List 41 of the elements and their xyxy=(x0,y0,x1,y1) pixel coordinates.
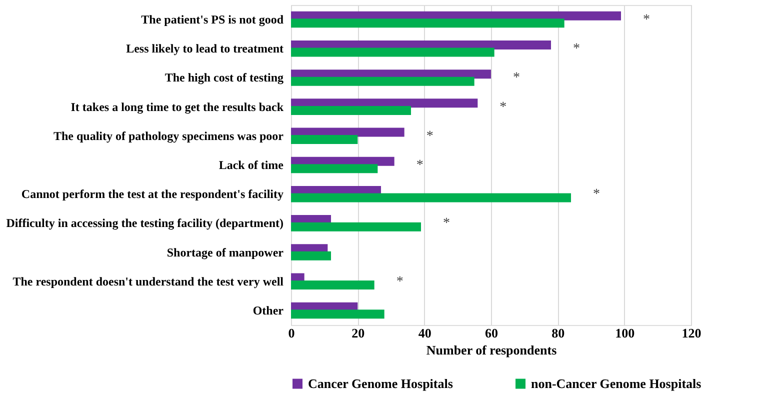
x-tick-label: 0 xyxy=(288,326,295,340)
y-tick-label: The quality of pathology specimens was poor xyxy=(53,128,284,143)
y-tick-label: The high cost of testing xyxy=(164,70,284,85)
annotation: * xyxy=(416,158,424,173)
x-tick-label: 80 xyxy=(552,326,565,340)
bar xyxy=(291,251,331,260)
y-tick-label: It takes a long time to get the results back xyxy=(70,100,284,114)
y-tick-label: Lack of time xyxy=(218,158,284,172)
bar xyxy=(291,222,421,232)
x-tick-label: 20 xyxy=(352,326,365,340)
bar xyxy=(291,18,564,28)
legend-label: Cancer Genome Hospitals xyxy=(308,376,453,391)
bar xyxy=(291,135,358,144)
annotation: * xyxy=(513,70,520,86)
annotation: * xyxy=(443,216,450,232)
y-tick-label: Difficulty in accessing the testing facility (department) xyxy=(6,216,284,230)
bar xyxy=(291,76,474,86)
x-tick-label: 60 xyxy=(485,326,498,340)
x-tick-label: 100 xyxy=(615,326,635,340)
bar xyxy=(291,193,571,202)
y-tick-label: Shortage of manpower xyxy=(166,245,284,260)
annotation: * xyxy=(500,100,507,115)
x-axis-title: Number of respondents xyxy=(426,342,557,358)
y-tick-label: Cannot perform the test at the respondent's facility xyxy=(21,187,284,202)
annotation: * xyxy=(573,42,580,57)
y-tick-label: The respondent doesn't understand the test very well xyxy=(12,274,284,288)
bar xyxy=(291,310,384,319)
annotation: * xyxy=(643,12,650,28)
y-tick-label: Other xyxy=(252,303,284,318)
y-tick-label: Less likely to lead to treatment xyxy=(126,42,284,56)
bar xyxy=(291,48,494,57)
bar xyxy=(291,164,378,174)
annotation: * xyxy=(426,128,434,144)
annotation: * xyxy=(593,187,600,202)
annotation: * xyxy=(396,274,404,290)
x-tick-label: 120 xyxy=(682,326,702,340)
bar xyxy=(291,280,374,290)
bar xyxy=(291,106,411,115)
x-tick-label: 40 xyxy=(418,326,432,340)
legend-label: non-Cancer Genome Hospitals xyxy=(531,376,702,391)
y-tick-label: The patient's PS is not good xyxy=(141,12,284,27)
